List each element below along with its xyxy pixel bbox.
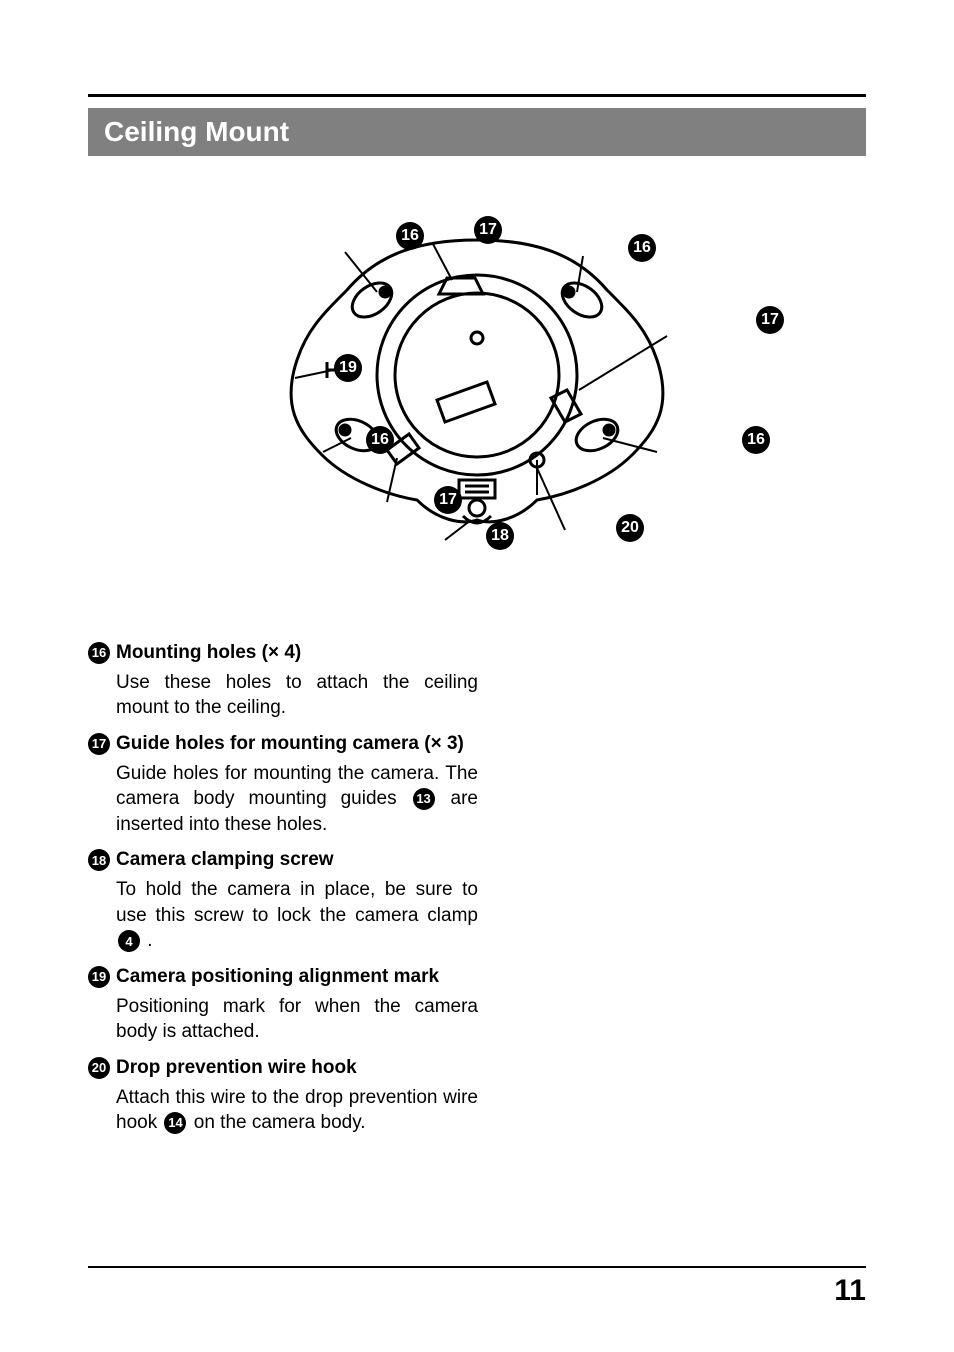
diagram-callout-16: 16 — [742, 426, 770, 454]
diagram-callout-16: 16 — [366, 426, 394, 454]
item-number-badge: 20 — [88, 1057, 110, 1079]
section-heading-bar: Ceiling Mount — [88, 108, 866, 156]
bottom-rule — [88, 1266, 866, 1268]
diagram-callout-18: 18 — [486, 522, 514, 550]
diagram-callout-17: 17 — [434, 486, 462, 514]
item-16: 16 Mounting holes (× 4) Use these holes to… — [88, 640, 478, 721]
page-number: 11 — [834, 1274, 866, 1308]
page: Ceiling Mount — [0, 0, 954, 1352]
item-title: Camera clamping screw — [116, 847, 334, 873]
item-19: 19 Camera positioning alignment mark Posit… — [88, 964, 478, 1045]
item-body: Guide holes for mounting the camera. The… — [88, 761, 478, 838]
item-number-badge: 17 — [88, 733, 110, 755]
diagram-callout-17: 17 — [474, 216, 502, 244]
diagram-callout-20: 20 — [616, 514, 644, 542]
item-title: Guide holes for mounting camera (× 3) — [116, 731, 464, 757]
item-body: Use these holes to attach the ceiling mo… — [88, 670, 478, 721]
item-body: Attach this wire to the drop prevention … — [88, 1085, 478, 1136]
item-heading: 19 Camera positioning alignment mark — [88, 964, 478, 990]
item-title: Camera positioning alignment mark — [116, 964, 439, 990]
item-title: Drop prevention wire hook — [116, 1055, 357, 1081]
item-body: To hold the camera in place, be sure to … — [88, 877, 478, 954]
item-body: Positioning mark for when the camera bod… — [88, 994, 478, 1045]
item-title: Mounting holes (× 4) — [116, 640, 301, 666]
diagram-callout-16: 16 — [396, 222, 424, 250]
item-18: 18 Camera clamping screw To hold the camer… — [88, 847, 478, 954]
inline-ref-badge-4: 4 — [118, 930, 140, 952]
diagram-callout-19: 19 — [334, 354, 362, 382]
diagram-callout-17: 17 — [756, 306, 784, 334]
item-heading: 16 Mounting holes (× 4) — [88, 640, 478, 666]
item-number-badge: 16 — [88, 642, 110, 664]
section-title: Ceiling Mount — [104, 116, 289, 147]
content-column: 16 Mounting holes (× 4) Use these holes to… — [88, 640, 478, 1146]
inline-ref-badge-14: 14 — [164, 1112, 186, 1134]
item-number-badge: 19 — [88, 966, 110, 988]
top-rule — [88, 94, 866, 97]
inline-ref-badge-13: 13 — [413, 788, 435, 810]
item-heading: 18 Camera clamping screw — [88, 847, 478, 873]
item-17: 17 Guide holes for mounting camera (× 3) G… — [88, 731, 478, 838]
diagram-callout-16: 16 — [628, 234, 656, 262]
item-20: 20 Drop prevention wire hook Attach this w… — [88, 1055, 478, 1136]
callout-layer: 16 17 16 17 19 16 16 17 18 20 — [88, 200, 866, 600]
item-number-badge: 18 — [88, 849, 110, 871]
item-heading: 17 Guide holes for mounting camera (× 3) — [88, 731, 478, 757]
ceiling-mount-diagram: 16 17 16 17 19 16 16 17 18 20 — [88, 200, 866, 600]
item-heading: 20 Drop prevention wire hook — [88, 1055, 478, 1081]
